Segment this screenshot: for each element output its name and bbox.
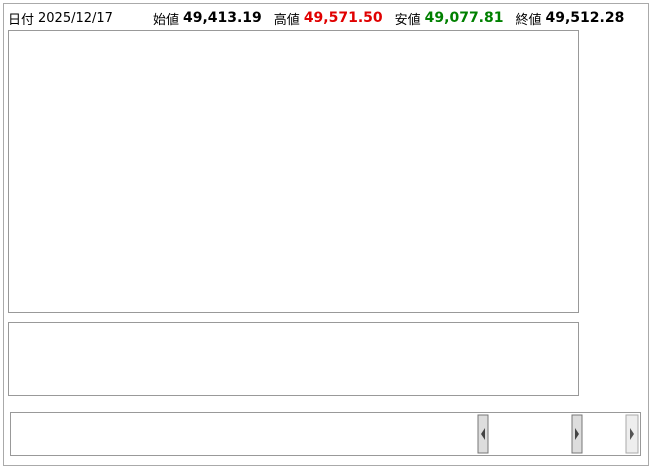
date-name: 日付 xyxy=(8,12,35,28)
field-value: 49,571.50 xyxy=(303,10,383,26)
nav-scroll-arrow xyxy=(630,428,634,440)
outer-frame xyxy=(3,3,649,466)
field-value: 49,077.81 xyxy=(424,10,504,26)
field-value: 49,413.19 xyxy=(182,10,262,26)
navigator-panel xyxy=(10,412,641,456)
field-name: 始値 xyxy=(152,12,179,28)
date: 2025/12/17 xyxy=(38,10,113,26)
nav-handle-arrow xyxy=(575,428,579,440)
field-name: 終値 xyxy=(515,12,542,28)
field-name: 安値 xyxy=(394,12,421,28)
price-header: 日付 2025/12/17 始値 49,413.19 高値 49,571.50 安値 49… xyxy=(8,8,645,28)
price-panel xyxy=(8,30,579,313)
field-value: 49,512.28 xyxy=(545,10,625,26)
volume-panel xyxy=(8,322,579,396)
nav-handle-arrow xyxy=(481,428,485,440)
field-name: 高値 xyxy=(273,12,300,28)
